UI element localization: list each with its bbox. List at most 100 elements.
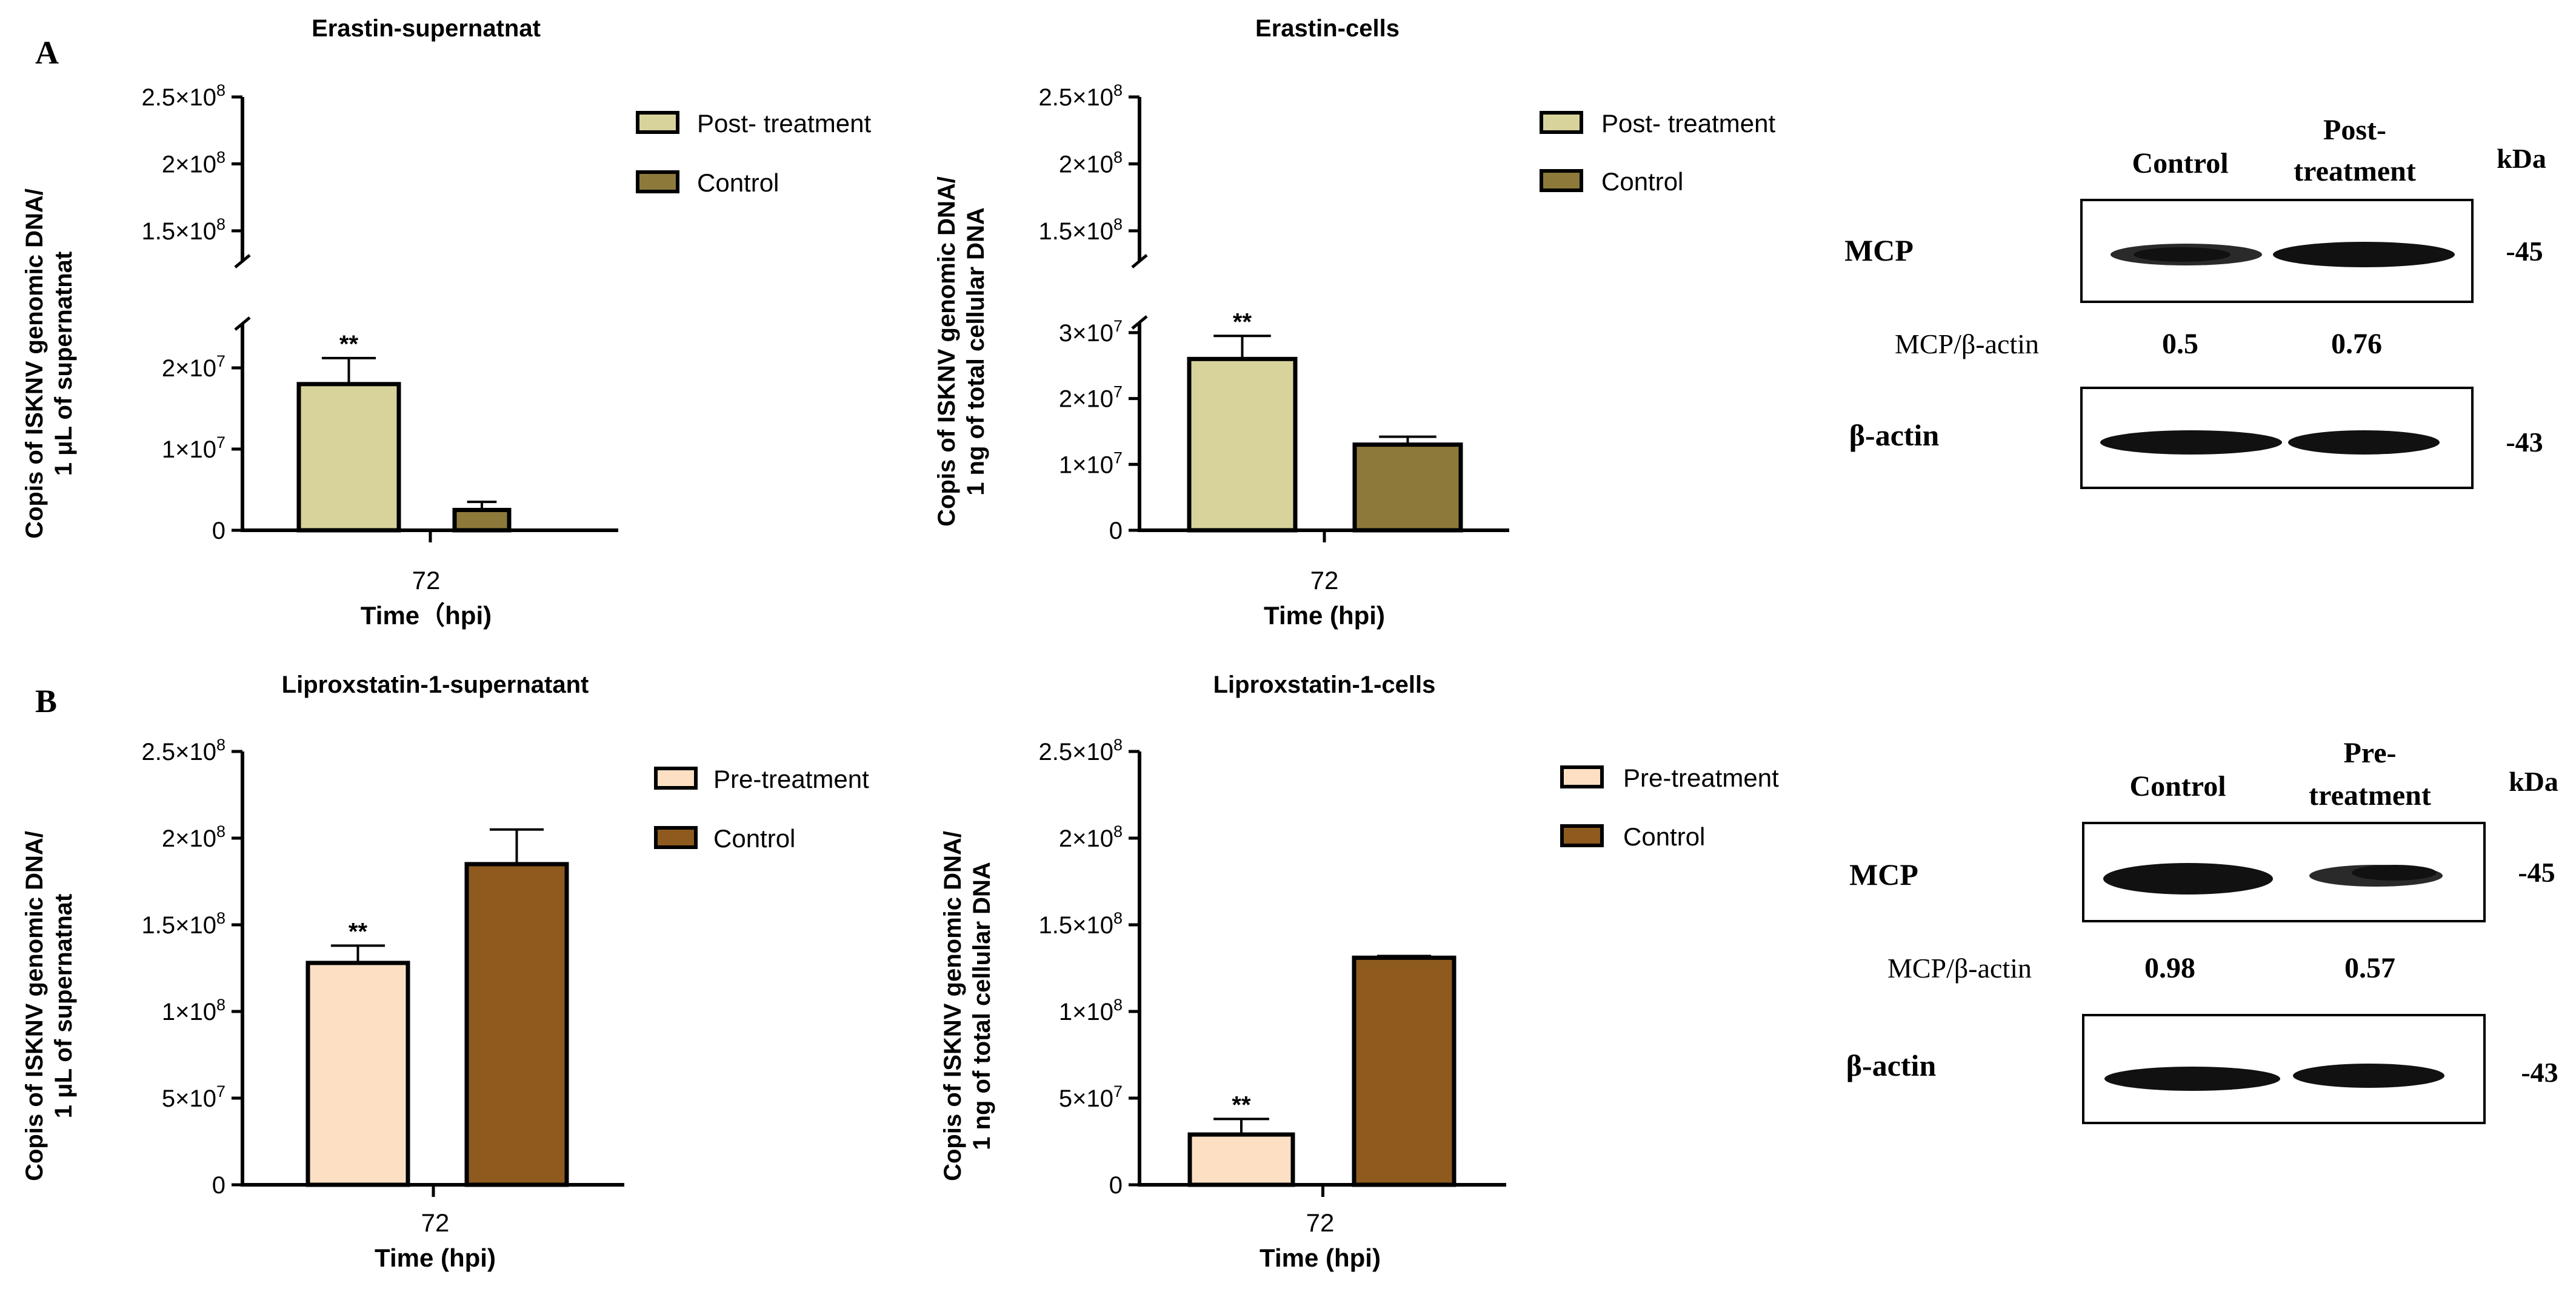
y-tick-label: 2.5×108 [142, 736, 226, 765]
y-tick-label: 5×107 [162, 1082, 225, 1112]
legend: Post- treatment Control [636, 109, 871, 197]
y-tick-label: 0 [212, 518, 225, 544]
y-axis-label-line2: 1 μL of supernatnat [50, 894, 77, 1118]
blot-band-core [2134, 247, 2231, 262]
blot-row-label-mcp: MCP [1849, 858, 1918, 891]
legend: Pre-treatment Control [1560, 764, 1779, 851]
legend-swatch-series2 [1540, 169, 1583, 192]
chart-title: Liproxstatin-1-cells [1213, 671, 1436, 698]
blot-band [2273, 242, 2455, 267]
y-tick-label: 2×107 [1059, 383, 1123, 413]
y-axis-label-line2: 1 ng of total cellular DNA [969, 862, 995, 1150]
y-tick-label: 2×108 [1059, 148, 1123, 178]
legend-swatch-series1 [636, 111, 679, 134]
y-tick-label: 1.5×108 [142, 909, 226, 939]
blot-band [2100, 430, 2282, 455]
legend-swatch-series2 [654, 826, 698, 849]
chart-title: Erastin-supernatnat [312, 15, 541, 42]
blot-column-treatment-line1: Pre- [2343, 737, 2396, 769]
y-axis-label-line1: Copis of ISKNV genomic DNA/ [21, 188, 48, 539]
legend-label-series1: Pre-treatment [1623, 764, 1779, 792]
bar-control [452, 508, 512, 533]
blot-band-core [2352, 865, 2437, 881]
y-tick-label: 2.5×108 [1039, 736, 1123, 765]
bar-control [1352, 955, 1457, 1187]
y-axis-label-line1: Copis of ISKNV genomic DNA/ [21, 831, 48, 1181]
axis-break-mark [234, 316, 251, 331]
y-tick-label: 1×107 [162, 433, 225, 463]
legend-swatch-series1 [1560, 765, 1604, 788]
significance-marker: ** [339, 331, 359, 358]
x-axis-label: Time (hpi) [1264, 601, 1385, 630]
blot-kda-actin: -43 [2521, 1057, 2558, 1088]
y-axis-label-line2: 1 ng of total cellular DNA [963, 207, 989, 496]
y-tick-label: 2.5×108 [142, 81, 226, 111]
y-tick-label: 0 [212, 1172, 225, 1199]
y-tick-label: 5×107 [1059, 1082, 1123, 1112]
bar-treatment [1187, 1132, 1295, 1187]
blot-kda-mcp: -45 [2518, 857, 2555, 888]
x-tick-label: 72 [1306, 1208, 1335, 1237]
panel-label-b: B [35, 683, 57, 719]
y-tick-label: 3×107 [1059, 317, 1123, 347]
x-tick-label: 72 [1310, 566, 1339, 595]
y-axis-label-line1: Copis of ISKNV genomic DNA/ [933, 176, 960, 527]
blot-band [2293, 1064, 2444, 1088]
blot-row-label-actin: β-actin [1846, 1048, 1937, 1082]
chart-liproxstatin-supernatant: Liproxstatin-1-supernatant Copis of ISKN… [21, 671, 869, 1272]
blot-kda-header: kDa [2509, 766, 2558, 797]
chart-erastin-supernatant: Erastin-supernatnat Copis of ISKNV genom… [21, 15, 871, 630]
significance-marker: ** [349, 918, 368, 945]
blot-row-label-mcp: MCP [1844, 233, 1914, 267]
y-tick-label: 1×108 [162, 996, 225, 1025]
legend-label-series1: Post- treatment [1601, 109, 1775, 138]
y-tick-label: 2×108 [162, 822, 225, 852]
chart-erastin-cells: Erastin-cells Copis of ISKNV genomic DNA… [933, 15, 1775, 630]
blot-column-treatment-line2: treatment [2294, 155, 2416, 187]
legend-swatch-series1 [654, 767, 698, 790]
legend-label-series2: Control [697, 168, 779, 197]
blot-row-label-actin: β-actin [1849, 418, 1940, 452]
bar-control [1352, 442, 1463, 533]
legend-label-series2: Control [1623, 822, 1705, 851]
significance-marker: ** [1232, 1091, 1251, 1118]
blot-column-treatment-line2: treatment [2309, 779, 2431, 811]
y-tick-label: 1×107 [1059, 448, 1123, 478]
y-axis-label-line2: 1 μL of supernatnat [50, 252, 77, 476]
y-tick-label: 2×108 [162, 148, 225, 178]
western-blot-a: Control Post- treatment kDa MCP -45 MCP/… [1844, 114, 2546, 489]
blot-column-control: Control [2129, 770, 2226, 802]
blot-ratio-control: 0.5 [2162, 328, 2198, 360]
blot-column-treatment-line1: Post- [2323, 114, 2386, 146]
legend-label-series1: Post- treatment [697, 109, 871, 138]
panel-label-a: A [35, 35, 59, 71]
blot-kda-actin: -43 [2506, 427, 2543, 458]
axis-break-mark [1131, 315, 1148, 330]
bar-treatment [305, 961, 410, 1187]
legend-swatch-series1 [1540, 111, 1583, 134]
chart-title: Liproxstatin-1-supernatant [282, 671, 589, 698]
western-blot-b: Control Pre- treatment kDa MCP -45 MCP/β… [1846, 737, 2558, 1124]
legend: Pre-treatment Control [654, 765, 869, 853]
blot-band [2103, 863, 2273, 895]
x-axis-label: Time（hpi) [361, 601, 492, 630]
legend-label-series2: Control [713, 824, 795, 853]
bar-treatment [1187, 356, 1298, 533]
legend-swatch-series2 [636, 170, 679, 193]
axis-break-mark [1131, 254, 1148, 268]
bar-control [464, 862, 569, 1187]
chart-title: Erastin-cells [1255, 15, 1400, 42]
y-tick-label: 2×108 [1059, 822, 1123, 852]
y-tick-label: 2.5×108 [1039, 81, 1123, 111]
axis-break-mark [234, 254, 251, 268]
significance-marker: ** [1233, 308, 1252, 335]
legend: Post- treatment Control [1540, 109, 1775, 196]
blot-ratio-treatment: 0.57 [2344, 952, 2395, 984]
y-axis-label-line1: Copis of ISKNV genomic DNA/ [939, 831, 966, 1181]
legend-label-series2: Control [1601, 167, 1683, 196]
y-tick-label: 1.5×108 [142, 215, 226, 245]
y-tick-label: 1.5×108 [1039, 909, 1123, 939]
x-axis-label: Time (hpi) [1260, 1244, 1381, 1272]
y-tick-label: 1.5×108 [1039, 215, 1123, 245]
